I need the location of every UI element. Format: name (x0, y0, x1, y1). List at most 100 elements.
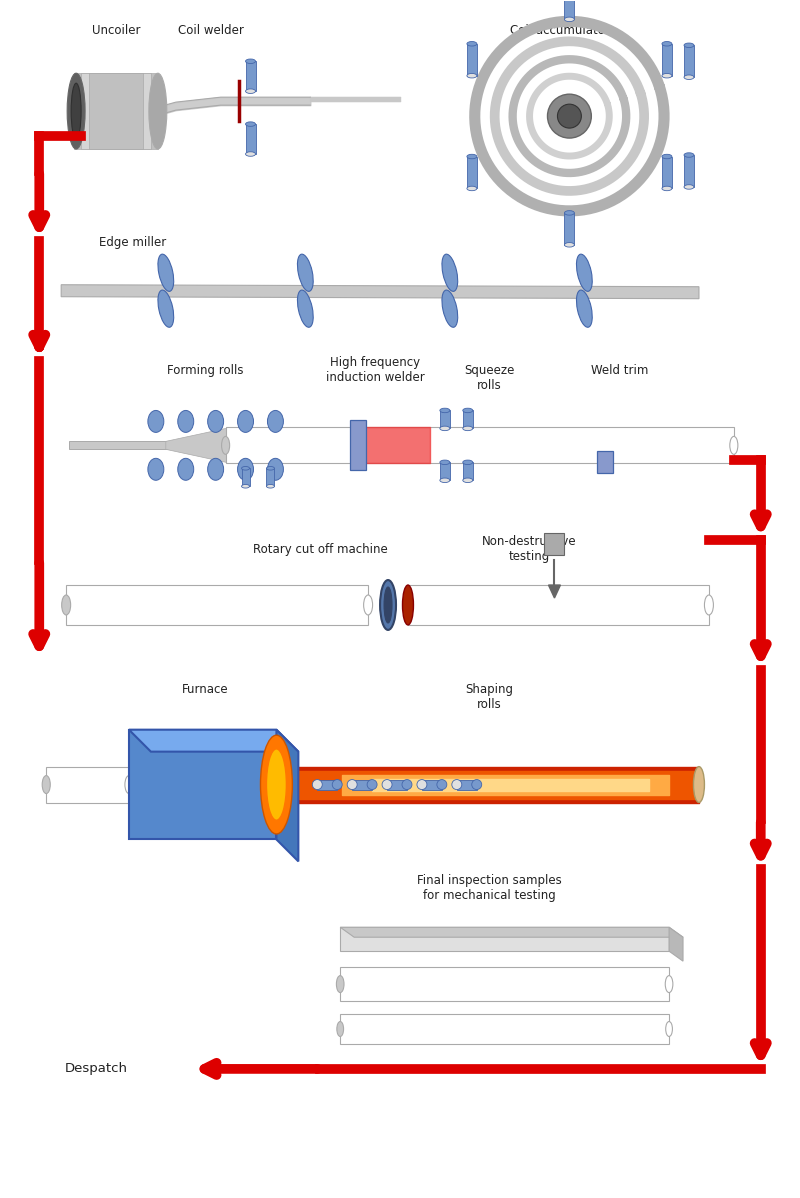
Bar (352, 780, 372, 789)
Ellipse shape (442, 254, 458, 291)
Ellipse shape (246, 89, 255, 93)
Bar (598, 452, 614, 473)
Polygon shape (129, 730, 298, 751)
Ellipse shape (158, 290, 174, 327)
Ellipse shape (312, 780, 322, 789)
Polygon shape (69, 441, 170, 449)
Ellipse shape (402, 780, 412, 789)
Text: Squeeze
rolls: Squeeze rolls (465, 363, 515, 392)
Ellipse shape (222, 436, 230, 454)
Ellipse shape (662, 186, 672, 190)
Ellipse shape (71, 83, 81, 139)
Ellipse shape (298, 254, 314, 291)
Ellipse shape (666, 1022, 673, 1036)
Bar (318, 780, 338, 789)
Ellipse shape (440, 426, 450, 430)
Ellipse shape (462, 409, 473, 412)
Bar (340, 967, 669, 1002)
Circle shape (547, 95, 591, 138)
Bar (74, 73, 158, 149)
Bar (350, 420, 366, 471)
Bar (684, 46, 694, 77)
Ellipse shape (730, 436, 738, 454)
Ellipse shape (242, 484, 250, 488)
Ellipse shape (684, 153, 694, 157)
Ellipse shape (148, 411, 164, 432)
Bar (387, 780, 407, 789)
Ellipse shape (337, 1022, 343, 1036)
Ellipse shape (246, 59, 255, 63)
Bar (684, 155, 694, 187)
Polygon shape (277, 730, 298, 861)
Ellipse shape (148, 459, 164, 480)
Ellipse shape (565, 211, 574, 216)
Bar (226, 428, 734, 464)
Ellipse shape (364, 595, 373, 615)
Text: Despatch: Despatch (65, 1063, 127, 1076)
Ellipse shape (267, 411, 283, 432)
Text: Furnace: Furnace (182, 683, 229, 696)
Bar (467, 44, 477, 75)
Ellipse shape (158, 254, 174, 291)
Bar (242, 468, 250, 486)
Ellipse shape (382, 780, 392, 789)
Ellipse shape (403, 595, 413, 615)
Text: Forming rolls: Forming rolls (167, 363, 244, 376)
Ellipse shape (42, 775, 50, 793)
Ellipse shape (462, 426, 473, 430)
Bar (440, 462, 450, 480)
Ellipse shape (149, 73, 167, 149)
Ellipse shape (242, 466, 250, 470)
Ellipse shape (694, 767, 705, 803)
Polygon shape (340, 927, 683, 937)
Text: Shaping
rolls: Shaping rolls (466, 683, 514, 710)
Polygon shape (166, 428, 230, 464)
Text: Uncoiler: Uncoiler (92, 24, 140, 37)
Ellipse shape (467, 155, 477, 159)
Ellipse shape (440, 409, 450, 412)
Ellipse shape (402, 585, 414, 625)
Bar (545, 533, 565, 555)
Ellipse shape (472, 780, 482, 789)
Circle shape (558, 104, 582, 128)
Bar (462, 411, 473, 429)
Text: Coil accumulator: Coil accumulator (510, 24, 610, 37)
Text: High frequency
induction welder: High frequency induction welder (326, 356, 425, 383)
Ellipse shape (467, 186, 477, 190)
Ellipse shape (238, 459, 254, 480)
Bar (89, 73, 143, 149)
Polygon shape (549, 585, 561, 598)
Text: Final inspection samples
for mechanical testing: Final inspection samples for mechanical … (418, 875, 562, 902)
Text: Edge miller: Edge miller (99, 236, 166, 249)
Bar (565, 213, 574, 244)
Bar (457, 780, 477, 789)
Ellipse shape (440, 478, 450, 483)
Bar (462, 462, 473, 480)
Ellipse shape (384, 587, 392, 623)
Ellipse shape (577, 254, 592, 291)
Ellipse shape (662, 155, 672, 159)
Bar (408, 585, 709, 625)
Bar (440, 411, 450, 429)
Ellipse shape (577, 290, 592, 327)
Bar (46, 767, 129, 803)
Ellipse shape (246, 152, 255, 156)
Text: Rotary cut off machine: Rotary cut off machine (253, 543, 388, 556)
Ellipse shape (442, 290, 458, 327)
Text: Non-destructive
testing: Non-destructive testing (482, 536, 577, 563)
Ellipse shape (178, 459, 194, 480)
Bar (662, 157, 672, 188)
Bar (340, 1014, 669, 1043)
Polygon shape (61, 285, 699, 298)
Ellipse shape (336, 975, 344, 993)
Ellipse shape (62, 595, 70, 615)
Ellipse shape (452, 780, 462, 789)
Ellipse shape (67, 73, 85, 149)
Bar (246, 125, 255, 155)
Ellipse shape (467, 42, 477, 46)
Ellipse shape (440, 460, 450, 465)
Ellipse shape (565, 17, 574, 22)
Ellipse shape (684, 184, 694, 189)
Ellipse shape (208, 459, 224, 480)
Ellipse shape (662, 73, 672, 78)
